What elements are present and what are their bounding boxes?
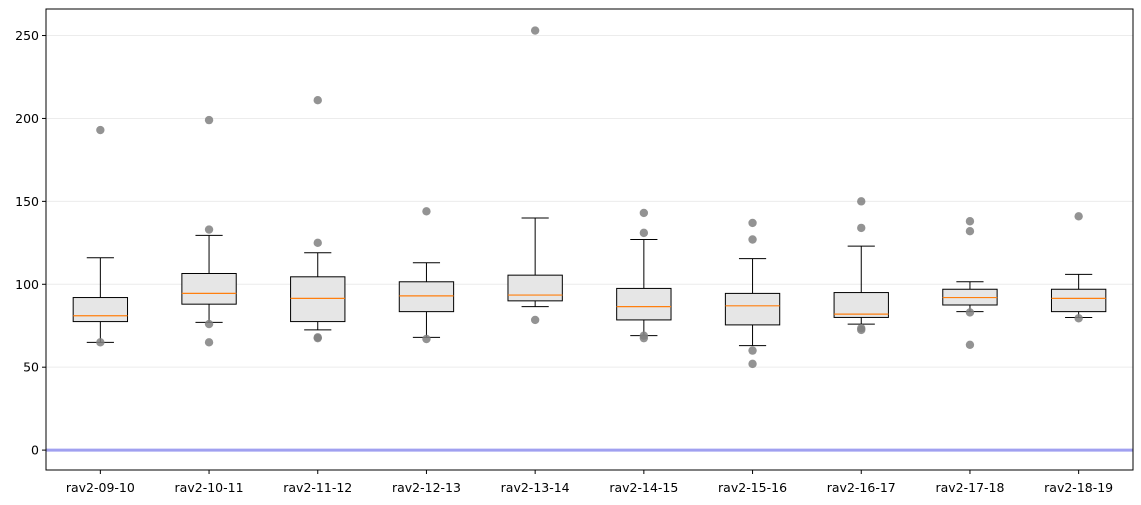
x-tick-label: rav2-15-16 [718, 480, 787, 495]
iqr-box [507, 274, 563, 302]
outlier-point [1074, 212, 1083, 221]
iqr-box [398, 281, 455, 313]
outlier-point [313, 96, 322, 105]
box-rav2-14-15 [616, 208, 672, 343]
outlier-point [857, 325, 866, 335]
x-tick-label: rav2-14-15 [609, 480, 678, 495]
x-tick-label: rav2-09-10 [66, 480, 135, 495]
iqr-box [724, 292, 781, 326]
outlier-point [965, 340, 975, 350]
outlier-point [748, 359, 757, 369]
outlier-point [204, 338, 214, 347]
x-axis: rav2-09-10 rav2-10-11 rav2-11-12 rav2-12-13… [66, 470, 1113, 495]
outlier-point [857, 223, 866, 233]
outlier-point [748, 218, 757, 228]
iqr-box [1050, 288, 1107, 313]
box-rav2-11-12 [290, 96, 346, 343]
outlier-point [965, 308, 975, 317]
iqr-box [616, 287, 672, 321]
outlier-point [204, 319, 214, 329]
plot-frame [45, 8, 1134, 471]
iqr-box [290, 276, 346, 323]
box-rav2-17-18 [942, 217, 998, 350]
box-rav2-12-13 [398, 207, 455, 344]
outlier-point [422, 334, 431, 344]
box-rav2-09-10 [72, 125, 129, 347]
outlier-point [857, 197, 866, 206]
x-tick-label: rav2-16-17 [827, 480, 896, 495]
outlier-point [530, 315, 540, 325]
x-tick-label: rav2-12-13 [392, 480, 461, 495]
outlier-point [422, 207, 431, 216]
y-tick-label: 250 [15, 28, 39, 43]
outlier-point [96, 125, 105, 135]
boxes-layer [72, 26, 1107, 369]
iqr-box [72, 297, 129, 323]
x-tick-label: rav2-13-14 [501, 480, 570, 495]
x-tick-label: rav2-18-19 [1044, 480, 1113, 495]
iqr-box [833, 292, 889, 318]
outlier-point [748, 235, 757, 244]
outlier-point [748, 346, 757, 355]
outlier-point [1074, 314, 1083, 323]
outlier-point [313, 238, 322, 248]
y-tick-label: 150 [15, 194, 39, 209]
outlier-point [965, 227, 975, 236]
y-axis: 0 50 100 150 200 250 [15, 28, 46, 458]
y-tick-label: 100 [15, 277, 39, 292]
box-rav2-15-16 [724, 218, 781, 369]
x-tick-label: rav2-10-11 [175, 480, 244, 495]
outlier-point [204, 115, 214, 125]
outlier-point [96, 338, 105, 347]
outlier-point [639, 228, 649, 238]
iqr-box [181, 272, 237, 305]
outlier-point [313, 333, 322, 343]
box-rav2-16-17 [833, 197, 889, 335]
y-tick-label: 0 [31, 443, 39, 458]
box-rav2-10-11 [181, 115, 237, 347]
y-tick-label: 200 [15, 111, 39, 126]
box-rav2-18-19 [1050, 212, 1107, 323]
outlier-point [639, 208, 649, 218]
x-tick-label: rav2-11-12 [283, 480, 352, 495]
outlier-point [639, 333, 649, 343]
outlier-point [965, 217, 975, 226]
outlier-point [204, 225, 214, 234]
y-tick-label: 50 [23, 360, 39, 375]
box-rav2-13-14 [507, 26, 563, 325]
outlier-point [530, 26, 540, 35]
x-tick-label: rav2-17-18 [935, 480, 1004, 495]
